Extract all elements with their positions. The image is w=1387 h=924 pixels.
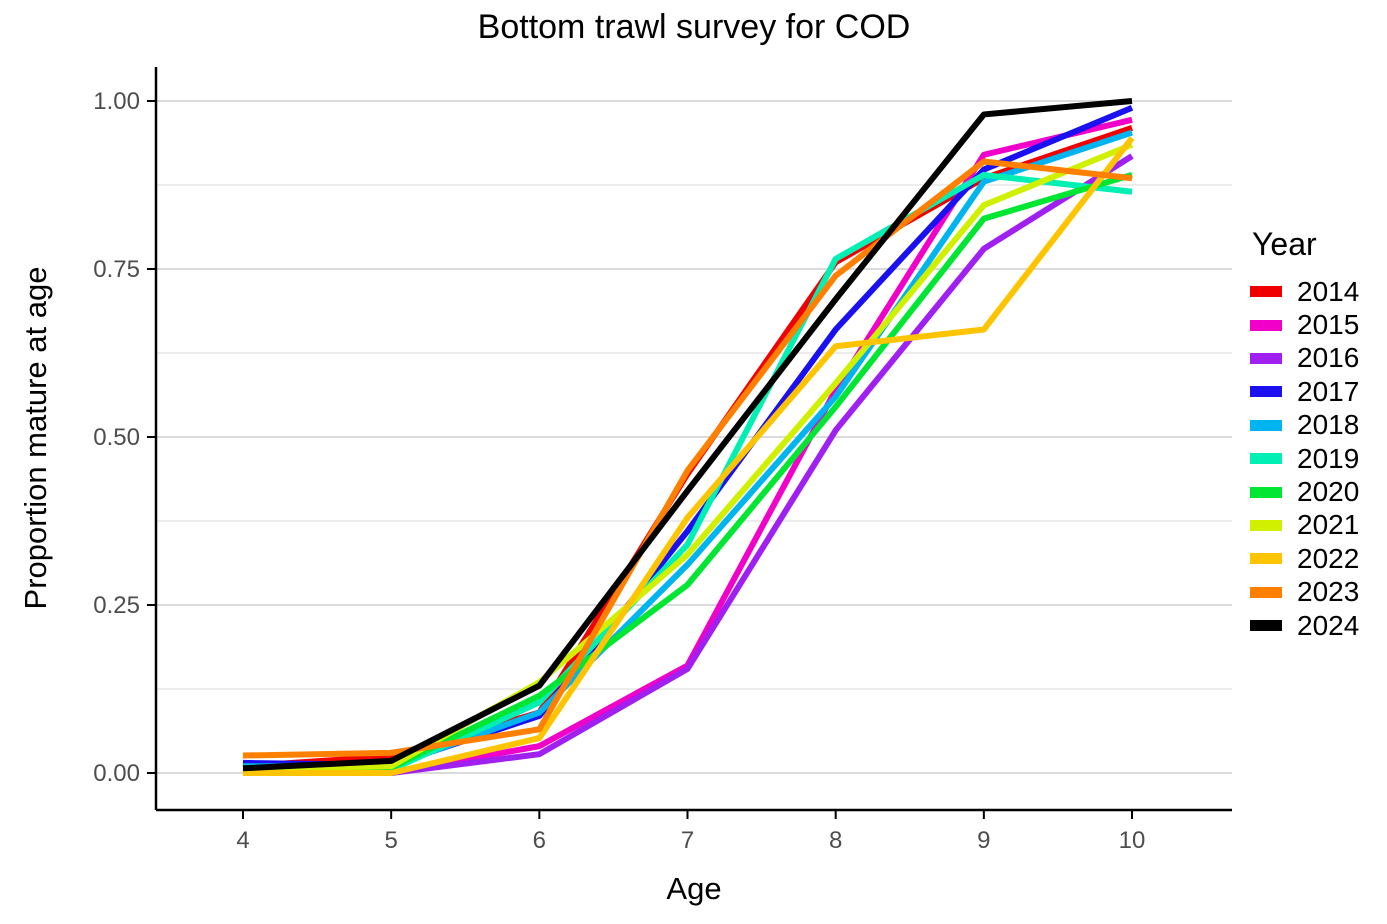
legend-item-2014: 2014 (1250, 275, 1359, 308)
legend-item-2019: 2019 (1250, 442, 1359, 475)
legend-item-2017: 2017 (1250, 375, 1359, 408)
legend-item-2023: 2023 (1250, 576, 1359, 609)
series-line-2023 (242, 158, 1133, 759)
series-line-2021 (242, 141, 1134, 772)
legend-title: Year (1252, 226, 1317, 262)
legend-label: 2024 (1297, 609, 1360, 641)
legend-label: 2016 (1297, 342, 1360, 374)
x-tick-label: 7 (681, 827, 694, 854)
x-tick-label: 8 (829, 827, 842, 854)
legend-label: 2014 (1297, 275, 1360, 307)
legend-swatch-2023 (1250, 586, 1282, 598)
y-tick-label: 0.75 (93, 256, 140, 283)
legend-label: 2021 (1297, 509, 1360, 541)
legend-item-2015: 2015 (1250, 308, 1359, 341)
y-tick-label: 0.25 (93, 592, 140, 619)
y-tick-label: 0.50 (93, 424, 140, 451)
legend-label: 2017 (1297, 375, 1360, 407)
legend-label: 2022 (1297, 542, 1360, 574)
legend-label: 2023 (1297, 576, 1360, 608)
chart-title: Bottom trawl survey for COD (477, 8, 911, 46)
series-line-2015 (242, 116, 1133, 776)
legend-item-2018: 2018 (1250, 409, 1359, 442)
legend-item-2020: 2020 (1250, 475, 1359, 508)
legend-item-2024: 2024 (1250, 609, 1359, 642)
x-tick-label: 5 (384, 827, 397, 854)
legend-swatch-2016 (1250, 352, 1282, 364)
legend-item-2016: 2016 (1250, 342, 1359, 375)
legend-label: 2018 (1297, 409, 1360, 441)
x-tick-label: 9 (977, 827, 990, 854)
legend-swatch-2014 (1250, 286, 1282, 298)
x-axis-title: Age (666, 871, 722, 906)
legend-label: 2015 (1297, 309, 1360, 341)
legend-swatch-2024 (1250, 620, 1282, 632)
legend-swatch-2018 (1250, 419, 1282, 431)
legend-items: 2014 2015 2016 2017 2018 2019 2020 2021 2022 2023… (1250, 275, 1359, 642)
x-tick-label: 4 (236, 827, 249, 854)
series-line-2016 (242, 153, 1134, 776)
legend-swatch-2021 (1250, 519, 1282, 531)
legend-swatch-2017 (1250, 386, 1282, 398)
legend-item-2021: 2021 (1250, 509, 1359, 542)
legend-swatch-2020 (1250, 486, 1282, 498)
legend-item-2022: 2022 (1250, 542, 1359, 575)
x-tick-label: 10 (1119, 827, 1146, 854)
y-axis-title: Proportion mature at age (18, 266, 53, 610)
y-tick-label: 0.00 (93, 760, 140, 787)
legend-swatch-2019 (1250, 453, 1282, 465)
x-tick-label: 6 (533, 827, 546, 854)
legend-label: 2019 (1297, 442, 1360, 474)
legend-swatch-2015 (1250, 319, 1282, 331)
legend: Year 2014 2015 2016 2017 2018 2019 2020 2021 202… (1250, 226, 1359, 642)
y-tick-label: 1.00 (93, 88, 140, 115)
series-line-2024 (242, 98, 1133, 772)
series-line-2022 (243, 136, 1135, 776)
legend-label: 2020 (1297, 476, 1360, 508)
legend-swatch-2022 (1250, 553, 1282, 565)
